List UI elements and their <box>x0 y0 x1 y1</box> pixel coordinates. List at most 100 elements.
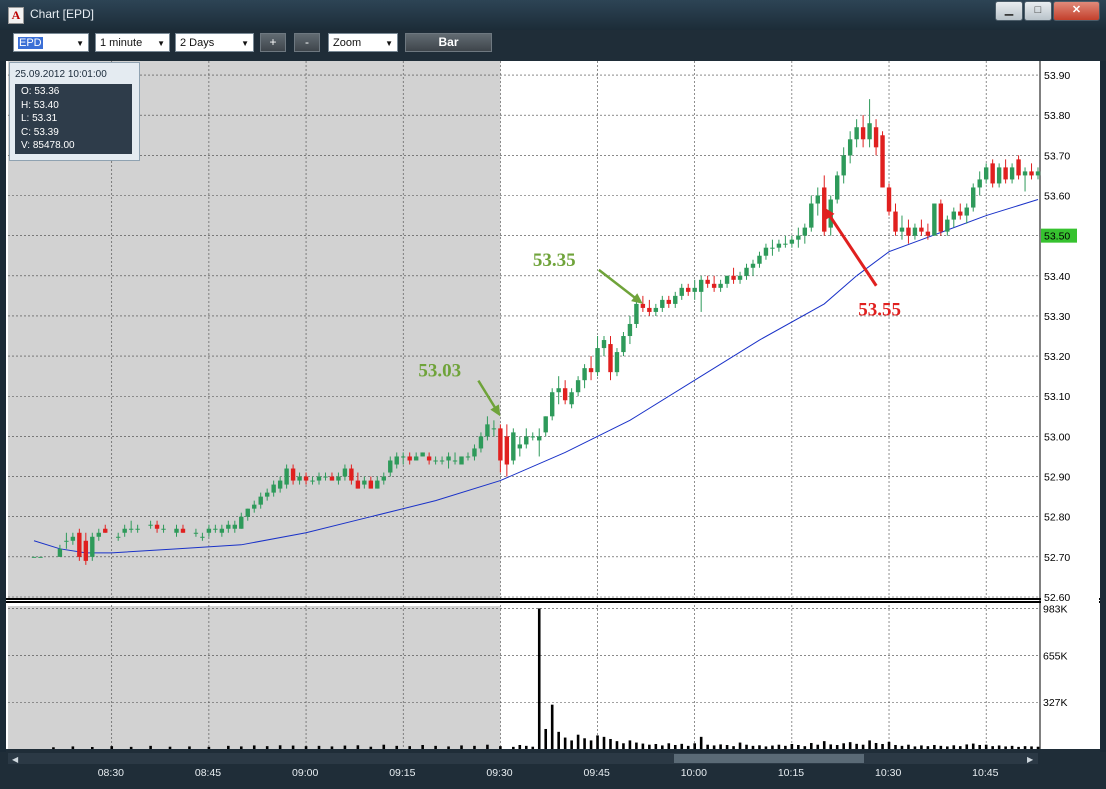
candle <box>608 336 613 381</box>
candle <box>932 203 937 236</box>
interval-select[interactable]: 1 minute ▼ <box>95 33 170 52</box>
candle <box>148 520 153 529</box>
maximize-icon[interactable]: □ <box>1024 1 1052 21</box>
scroll-left-icon[interactable]: ◀ <box>12 755 19 764</box>
candle <box>679 283 684 300</box>
volume-bar <box>829 744 833 749</box>
zoom-in-button[interactable]: + <box>260 33 286 52</box>
candle-body <box>1009 167 1015 180</box>
volume-bar <box>958 746 962 749</box>
symbol-select[interactable]: EPD ▼ <box>13 33 89 52</box>
candle <box>867 99 872 148</box>
candle <box>737 271 743 284</box>
candle-body <box>906 227 911 236</box>
candle <box>809 195 814 232</box>
volume-bar <box>518 744 522 749</box>
volume-bar <box>706 744 709 749</box>
zoom-out-button[interactable]: - <box>294 33 320 52</box>
volume-bar <box>907 744 910 749</box>
price-tick-label: 53.00 <box>1044 431 1070 443</box>
volume-bar <box>803 746 807 749</box>
info-open: O: 53.36 <box>21 86 60 97</box>
volume-bar <box>52 747 55 749</box>
candle <box>245 508 250 521</box>
candle <box>271 480 276 497</box>
candle <box>621 332 626 357</box>
volume-bar <box>1017 746 1020 749</box>
volume-bar <box>447 746 450 749</box>
volume-bar <box>408 746 411 749</box>
candle <box>219 524 225 537</box>
candle <box>841 147 846 184</box>
info-low: L: 53.31 <box>21 113 58 124</box>
candle-body <box>886 187 892 212</box>
time-tick-label: 09:45 <box>584 767 610 779</box>
volume-tick-label: 983K <box>1043 603 1068 615</box>
volume-bar <box>188 746 191 749</box>
candle-body <box>200 536 205 538</box>
candle <box>342 464 348 481</box>
candle-body <box>938 203 944 232</box>
candle <box>200 532 205 541</box>
candle <box>666 295 671 308</box>
candle-body <box>213 528 218 530</box>
candle <box>705 275 710 288</box>
candle-body <box>867 123 872 140</box>
candle-body <box>271 484 276 493</box>
app-logo-icon: A <box>8 7 24 24</box>
candle-body <box>154 524 160 529</box>
candle-body <box>83 540 89 561</box>
candle <box>789 235 795 248</box>
volume-bar <box>1030 746 1033 749</box>
title-bar: A Chart [EPD] ▁ □ ✕ <box>0 0 1106 30</box>
candle <box>96 528 101 541</box>
candle-body <box>647 307 652 312</box>
volume-bar <box>699 736 703 749</box>
candle <box>783 235 788 248</box>
candle-body <box>964 207 969 216</box>
candle <box>822 175 827 236</box>
horizontal-scrollbar[interactable] <box>8 753 1038 764</box>
close-icon[interactable]: ✕ <box>1053 1 1100 21</box>
candle-body <box>161 528 166 530</box>
candle <box>802 223 808 244</box>
volume-bar <box>382 744 386 749</box>
time-tick-label: 10:15 <box>778 767 804 779</box>
volume-bar <box>550 704 554 749</box>
chevron-down-icon: ▼ <box>157 39 165 48</box>
price-annotation: 53.55 <box>824 207 901 321</box>
candle <box>770 239 775 256</box>
scroll-right-icon[interactable]: ▶ <box>1027 755 1034 764</box>
price-chart[interactable]: 53.90 53.80 53.70 53.60 53.50 53.40 53.30 53.20… <box>6 61 1100 752</box>
candle-body <box>899 227 905 232</box>
time-tick-label: 10:45 <box>972 767 998 779</box>
chart-style-button[interactable]: Bar <box>405 33 492 52</box>
volume-bar <box>771 745 774 749</box>
price-annotation: 53.35 <box>533 250 643 304</box>
candle-body <box>96 532 101 537</box>
candle <box>517 436 523 457</box>
candle <box>504 424 510 477</box>
volume-bar <box>952 745 956 749</box>
candle <box>420 452 425 457</box>
volume-bar <box>641 743 645 749</box>
info-datetime: 25.09.2012 10:01:00 <box>15 69 107 80</box>
candle-body <box>750 263 756 268</box>
minimize-icon[interactable]: ▁ <box>995 1 1023 21</box>
scrollbar-thumb[interactable] <box>674 754 864 763</box>
candle-body <box>673 295 678 304</box>
volume-bar <box>939 745 943 749</box>
candle <box>1022 167 1028 192</box>
period-select[interactable]: 2 Days ▼ <box>175 33 254 52</box>
candle-body <box>653 307 659 312</box>
candle-body <box>614 352 620 373</box>
annotation-arrow-line <box>477 379 498 411</box>
candle <box>478 432 484 453</box>
candle-body <box>692 287 697 292</box>
volume-bar <box>343 745 347 749</box>
candle-body <box>686 287 691 292</box>
volume-bar <box>524 745 528 749</box>
candle-body <box>990 163 995 184</box>
candle-body <box>705 279 710 284</box>
mode-select[interactable]: Zoom ▼ <box>328 33 398 52</box>
